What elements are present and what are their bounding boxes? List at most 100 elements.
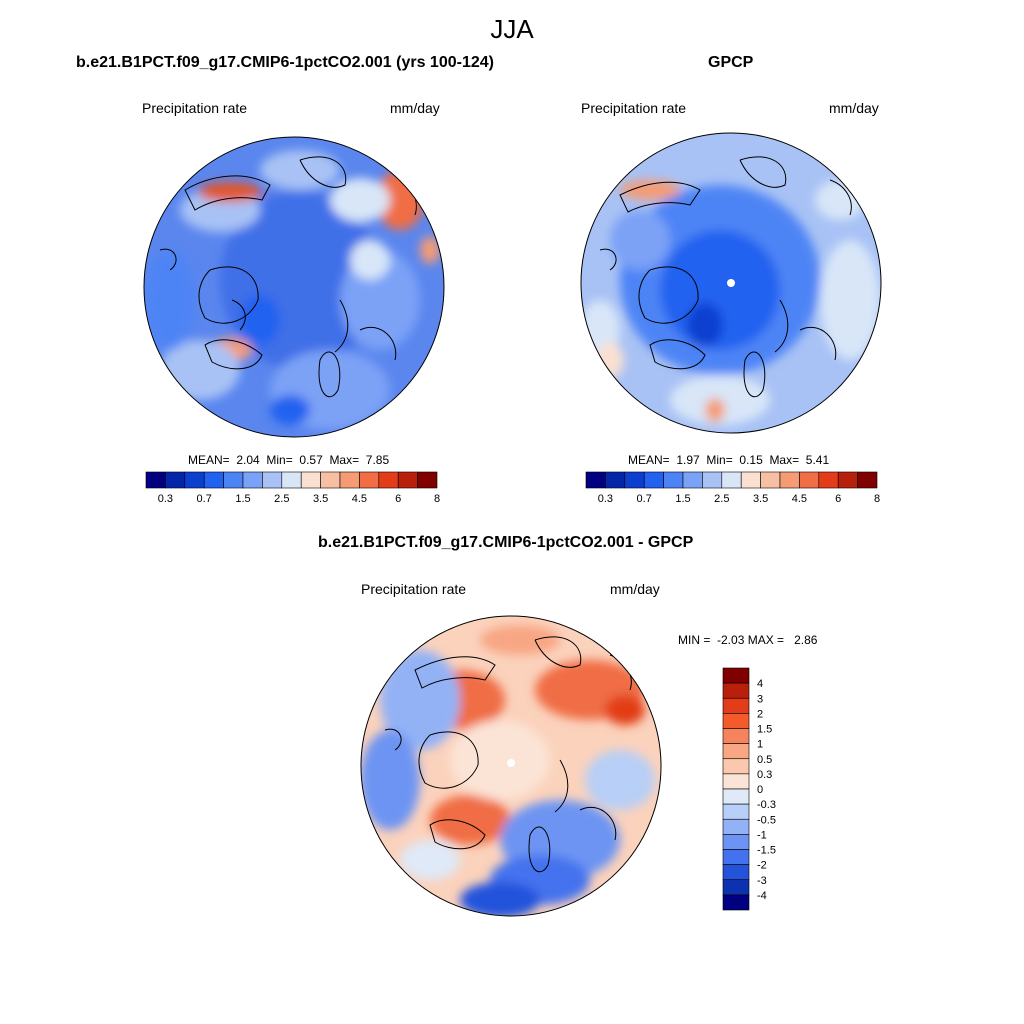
colorbar-swatch <box>818 471 839 489</box>
panel3-stats: MIN = -2.03 MAX = 2.86 <box>678 633 817 647</box>
mean-label: MEAN= <box>628 453 670 467</box>
panel1-units-label: mm/day <box>390 100 440 116</box>
min-value: -2.03 <box>717 633 745 647</box>
colorbar-swatch <box>722 894 750 911</box>
max-value: 5.41 <box>805 453 830 467</box>
colorbar-swatch <box>740 471 761 489</box>
colorbar-swatch <box>722 834 750 850</box>
colorbar-swatch <box>721 471 742 489</box>
panel2-variable-label: Precipitation rate <box>581 100 687 116</box>
colorbar-swatch <box>722 849 750 865</box>
panel2-title: GPCP <box>708 54 754 71</box>
panel3-variable-label: Precipitation rate <box>361 581 467 597</box>
min-value: 0.57 <box>299 453 323 467</box>
max-label: Max= <box>769 453 800 467</box>
colorbar-difference: 4 3 2 1.5 1 0.5 0.3 0 -0.3 -0.5 -1 -1.5 -2 -3 -4 <box>722 667 776 911</box>
colorbar-tick-label: 6 <box>835 493 841 505</box>
colorbar-swatch <box>702 471 723 489</box>
colorbar-swatch <box>417 471 438 489</box>
max-value: 7.85 <box>365 453 390 467</box>
colorbar-gpcp: 0.3 0.7 1.5 2.5 3.5 4.5 6 8 <box>585 471 880 505</box>
mean-value: 1.97 <box>676 453 700 467</box>
map-difference <box>360 615 662 917</box>
colorbar-swatch <box>242 471 263 489</box>
colorbar-tick-label: 0.3 <box>757 769 772 781</box>
colorbar-tick-label: -0.3 <box>757 799 776 811</box>
coastlines <box>599 156 852 398</box>
panel2-stats: MEAN= 1.97 Min= 0.15 Max= 5.41 <box>628 453 829 467</box>
map-difference-border <box>360 615 662 917</box>
colorbar-swatch <box>605 471 626 489</box>
min-label: MIN = <box>678 633 711 647</box>
colorbar-tick-label: 4.5 <box>792 493 807 505</box>
max-label: MAX = <box>747 633 785 647</box>
colorbar-tick-label: 6 <box>395 493 401 505</box>
panel2-units-label: mm/day <box>829 100 879 116</box>
max-label: Max= <box>329 453 360 467</box>
panel1-stats: MEAN= 2.04 Min= 0.57 Max= 7.85 <box>188 453 389 467</box>
colorbar-swatch <box>262 471 283 489</box>
colorbar-tick-label: 8 <box>434 493 440 505</box>
colorbar-swatch <box>378 471 399 489</box>
min-label: Min= <box>706 453 733 467</box>
colorbar-swatch <box>722 713 750 729</box>
colorbar-tick-label: 3.5 <box>313 493 328 505</box>
colorbar-swatch <box>722 667 750 684</box>
colorbar-swatch <box>585 471 606 489</box>
colorbar-swatch <box>722 697 750 714</box>
colorbar-tick-label: 8 <box>874 493 880 505</box>
colorbar-model: 0.3 0.7 1.5 2.5 3.5 4.5 6 8 <box>145 471 440 505</box>
colorbar-swatch <box>223 471 244 489</box>
colorbar-swatch <box>397 471 418 489</box>
map-model <box>143 136 445 438</box>
colorbar-tick-label: 2.5 <box>274 493 289 505</box>
colorbar-swatch <box>760 471 781 489</box>
colorbar-swatch <box>722 773 750 790</box>
colorbar-swatch <box>837 471 858 489</box>
max-value: 2.86 <box>794 633 818 647</box>
colorbar-tick-label: 0.7 <box>197 493 212 505</box>
colorbar-swatch <box>722 818 750 835</box>
map-gpcp-border <box>580 132 882 434</box>
colorbar-swatch <box>722 788 750 805</box>
colorbar-swatch <box>300 471 321 489</box>
colorbar-swatch <box>722 803 750 820</box>
colorbar-tick-label: 3 <box>757 693 763 705</box>
colorbar-tick-label: 0.5 <box>757 754 772 766</box>
panel1-variable-label: Precipitation rate <box>142 100 248 116</box>
colorbar-tick-label: -0.5 <box>757 814 776 826</box>
colorbar-tick-label: 0.7 <box>637 493 652 505</box>
colorbar-swatch <box>722 758 750 775</box>
colorbar-tick-label: -3 <box>757 875 767 887</box>
mean-value: 2.04 <box>236 453 260 467</box>
colorbar-swatch <box>320 471 341 489</box>
colorbar-swatch <box>339 471 360 489</box>
colorbar-tick-label: 1 <box>757 739 763 751</box>
colorbar-tick-label: 0.3 <box>158 493 173 505</box>
colorbar-tick-label: 0.3 <box>598 493 613 505</box>
colorbar-swatch <box>145 471 166 489</box>
colorbar-swatch <box>779 471 800 489</box>
colorbar-swatch <box>722 682 750 699</box>
colorbar-swatch <box>682 471 703 489</box>
figure-title: JJA <box>490 14 534 44</box>
colorbar-tick-label: 2 <box>757 708 763 720</box>
colorbar-tick-label: 2.5 <box>714 493 729 505</box>
colorbar-tick-label: 3.5 <box>753 493 768 505</box>
colorbar-swatch <box>184 471 205 489</box>
colorbar-tick-label: 0 <box>757 784 763 796</box>
colorbar-tick-label: -1 <box>757 829 767 841</box>
colorbar-tick-label: 4 <box>757 678 763 690</box>
mean-label: MEAN= <box>188 453 230 467</box>
colorbar-swatch <box>799 471 820 489</box>
colorbar-swatch <box>643 471 664 489</box>
colorbar-tick-label: -1.5 <box>757 845 776 857</box>
colorbar-tick-label: -2 <box>757 860 767 872</box>
colorbar-tick-label: 1.5 <box>675 493 690 505</box>
colorbar-swatch <box>722 743 750 760</box>
colorbar-swatch <box>281 471 302 489</box>
colorbar-swatch <box>722 879 750 896</box>
colorbar-swatch <box>165 471 186 489</box>
colorbar-swatch <box>359 471 380 489</box>
